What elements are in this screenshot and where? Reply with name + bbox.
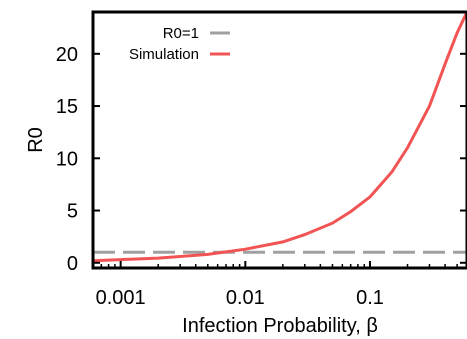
x-tick-label-0-1: 0.1 — [356, 287, 384, 309]
x-tick-label-0-01: 0.01 — [226, 287, 265, 309]
axis-ticks — [92, 52, 467, 268]
y-tick-label-10: 10 — [56, 148, 78, 170]
y-axis-label: R0 — [25, 127, 47, 153]
legend-label-r0-equals-1: R0=1 — [163, 25, 199, 42]
plot-frame — [91, 10, 467, 270]
tick-labels: 0.001 0.01 0.1 0 5 10 15 20 — [56, 44, 384, 309]
y-tick-label-15: 15 — [56, 96, 78, 118]
legend-label-simulation: Simulation — [129, 46, 199, 63]
x-axis-label: Infection Probability, β — [182, 315, 378, 337]
y-tick-label-0: 0 — [67, 253, 78, 275]
y-tick-label-5: 5 — [67, 201, 78, 223]
x-tick-label-0-001: 0.001 — [96, 287, 146, 309]
series-line-simulation — [92, 11, 467, 263]
y-tick-label-20: 20 — [56, 44, 78, 66]
plot-content — [92, 11, 467, 263]
legend: R0=1 Simulation — [129, 25, 230, 63]
